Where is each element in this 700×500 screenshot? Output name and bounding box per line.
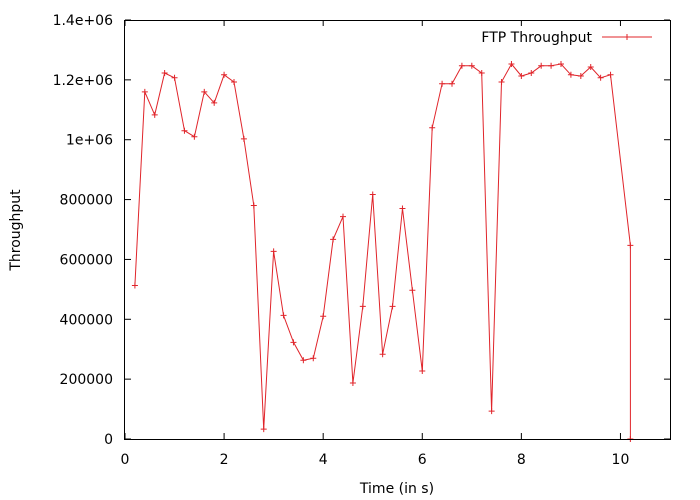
data-point <box>389 303 396 310</box>
series-points <box>131 60 634 442</box>
data-point <box>191 133 198 140</box>
data-point <box>379 351 386 358</box>
data-point <box>458 62 465 69</box>
data-point <box>627 242 634 249</box>
data-point <box>171 74 178 81</box>
x-tick-label: 8 <box>517 452 526 468</box>
data-point <box>280 312 287 319</box>
data-point <box>359 303 366 310</box>
data-point <box>439 80 446 87</box>
data-point <box>161 69 168 76</box>
y-tick-label: 200000 <box>60 372 113 388</box>
data-point <box>429 124 436 131</box>
data-point <box>528 69 535 76</box>
data-point <box>131 282 138 289</box>
plot-frame <box>124 20 671 440</box>
data-point <box>538 62 545 69</box>
x-tick-label: 0 <box>121 452 130 468</box>
data-point <box>250 202 257 209</box>
y-tick-label: 0 <box>104 432 113 448</box>
y-tick-label: 1e+06 <box>66 133 113 149</box>
x-tick-label: 6 <box>418 452 427 468</box>
data-point <box>607 71 614 78</box>
data-point <box>221 71 228 78</box>
data-point <box>597 74 604 81</box>
data-point <box>478 69 485 76</box>
data-point <box>300 357 307 364</box>
data-point <box>409 287 416 294</box>
data-point <box>419 368 426 375</box>
data-point <box>577 72 584 79</box>
series-line-ftp-throughput <box>134 63 631 439</box>
x-axis-label: Time (in s) <box>359 481 434 497</box>
x-tick-label: 4 <box>319 452 328 468</box>
y-axis-label: Throughput <box>8 189 24 272</box>
legend-label-ftp-throughput: FTP Throughput <box>481 30 592 46</box>
legend: FTP Throughput <box>481 30 652 46</box>
x-axis: 0 2 4 6 8 10 <box>121 20 630 468</box>
y-tick-label: 1.2e+06 <box>53 73 114 89</box>
data-point <box>211 99 218 106</box>
data-point <box>488 408 495 415</box>
data-point <box>449 80 455 87</box>
data-point <box>231 78 237 85</box>
data-point <box>369 191 376 198</box>
data-point <box>548 62 555 69</box>
data-point <box>498 78 505 85</box>
data-point <box>260 426 267 433</box>
data-point <box>320 313 327 320</box>
data-point <box>399 205 406 212</box>
data-point <box>340 213 346 220</box>
legend-marker-ftp-throughput <box>624 34 630 40</box>
x-tick-label: 10 <box>612 452 630 468</box>
data-point <box>270 248 277 255</box>
x-tick-label: 2 <box>220 452 229 468</box>
data-point <box>587 63 594 70</box>
data-point <box>181 127 188 134</box>
data-point <box>240 135 247 142</box>
y-axis: 0 200000 400000 600000 800000 1e+06 1.2e+06 1.4… <box>53 13 670 448</box>
data-point <box>290 339 297 346</box>
y-tick-label: 400000 <box>60 312 113 328</box>
data-point <box>508 60 515 67</box>
y-tick-label: 600000 <box>60 252 113 268</box>
data-point <box>330 236 337 243</box>
data-point <box>558 60 564 67</box>
y-tick-label: 800000 <box>60 193 113 209</box>
data-point <box>310 355 317 362</box>
data-point <box>141 88 148 95</box>
data-point <box>567 71 574 78</box>
y-tick-label: 1.4e+06 <box>53 13 114 29</box>
data-point <box>349 380 356 387</box>
data-point <box>151 111 158 118</box>
data-point <box>518 72 525 79</box>
data-point <box>468 62 475 69</box>
data-point <box>201 88 208 95</box>
